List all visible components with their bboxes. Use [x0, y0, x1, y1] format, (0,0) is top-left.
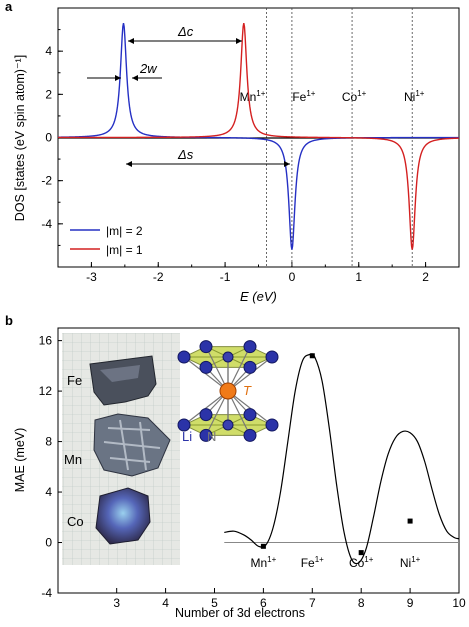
a-xtick-label: -2	[153, 270, 164, 284]
structure-li-atom	[177, 350, 191, 364]
panel-b-y-axis-label: MAE (meV)	[13, 428, 27, 493]
a-ytick-label: 4	[45, 44, 52, 58]
panel-b-x-axis-label: Number of 3d electrons	[175, 606, 305, 620]
a-reference-label: Fe1+	[292, 89, 315, 104]
b-xtick-label: 10	[452, 596, 466, 610]
legend-label-m2: |m| = 2	[106, 224, 143, 238]
structure-n-atom	[222, 351, 234, 363]
panel-b-label: b	[5, 313, 13, 328]
structure-li-atom	[199, 340, 213, 354]
two-w-arrowhead-right	[132, 75, 138, 81]
b-point-label: Mn1+	[250, 555, 276, 570]
structure-li-atom	[243, 340, 257, 354]
panel-b-axes: 3 4 5 6 7 8 9 10 -4 0 4 8 12 16	[39, 334, 466, 610]
structure-li-atom	[199, 408, 213, 422]
mn-crystal-texture	[103, 419, 161, 471]
delta-c-label: Δc	[177, 24, 194, 39]
b-xtick-label: 7	[309, 596, 316, 610]
a-reference-label: Co1+	[342, 89, 367, 104]
structure-bond	[183, 356, 229, 392]
b-data-point	[358, 550, 364, 556]
b-point-label: Co1+	[349, 555, 374, 570]
a-ytick-label: -4	[41, 217, 52, 231]
b-xtick-label: 6	[260, 596, 267, 610]
panel-a-y-axis-label: DOS [states (eV spin atom)⁻¹]	[13, 55, 27, 221]
panel-b-points: Mn1+ Fe1+ Co1+ Ni1+	[250, 353, 421, 570]
panel-a-curves	[57, 23, 460, 250]
a-reference-label: Mn1+	[240, 89, 266, 104]
b-ytick-label: 4	[45, 485, 52, 499]
structure-li-atom	[177, 418, 191, 432]
b-point-label: Ni1+	[400, 555, 421, 570]
panel-b-curve	[224, 353, 460, 565]
a-series-line	[58, 23, 460, 250]
panel-b-plot-frame	[57, 327, 460, 594]
b-xtick-label: 3	[113, 596, 120, 610]
b-data-point	[407, 518, 413, 524]
structure-li-atom	[199, 360, 213, 374]
panel-a-legend: |m| = 2 |m| = 1	[70, 224, 143, 257]
a-ytick-label: -2	[41, 174, 52, 188]
photo-label-co: Co	[67, 514, 84, 529]
a-xtick-label: 1	[355, 270, 362, 284]
structure-label-li: Li	[182, 429, 192, 444]
photo-label-fe: Fe	[67, 373, 82, 388]
panel-a-axes: -3 -2 -1 0 1 2 -4 -2 0 2 4	[41, 7, 460, 284]
b-ytick-label: -4	[41, 586, 52, 600]
b-ytick-label: 16	[39, 334, 53, 348]
crystal-structure-icon: T Li N	[177, 340, 279, 444]
structure-bond	[227, 356, 273, 392]
a-ytick-label: 0	[45, 131, 52, 145]
a-ytick-label: 2	[45, 87, 52, 101]
structure-label-n: N	[207, 429, 216, 444]
a-series-line	[57, 23, 459, 250]
legend-label-m1: |m| = 1	[106, 243, 143, 257]
structure-li-atom	[243, 360, 257, 374]
b-xtick-label: 4	[162, 596, 169, 610]
b-curve-line	[224, 353, 460, 565]
structure-li-atom	[199, 428, 213, 442]
a-xtick-label: -1	[220, 270, 231, 284]
b-ytick-label: 8	[45, 435, 52, 449]
b-xtick-label: 5	[211, 596, 218, 610]
b-xtick-label: 9	[407, 596, 414, 610]
structure-n-atom	[222, 419, 234, 431]
structure-bond	[227, 390, 273, 426]
co-crystal	[95, 487, 151, 545]
structure-t-atom	[219, 382, 237, 400]
fe-crystal-highlight	[100, 365, 140, 382]
delta-s-label: Δs	[177, 147, 194, 162]
a-xtick-label: 2	[422, 270, 429, 284]
structure-li-atom	[265, 350, 279, 364]
panel-a-x-axis-label: E (eV)	[240, 289, 277, 304]
a-xtick-label: 0	[289, 270, 296, 284]
two-w-arrowhead-left	[115, 75, 121, 81]
panel-a-label: a	[5, 0, 13, 14]
panel-a-annotations: Δc 2w Δs	[87, 24, 290, 167]
panel-a: a -3 -2 -1 0 1 2 -4 -2 0 2 4 Mn1+ Fe1+ Co1+ Ni1+ Δc 2…	[5, 0, 460, 304]
b-data-point	[309, 353, 315, 359]
b-point-label: Fe1+	[301, 555, 324, 570]
structure-li-atom	[265, 418, 279, 432]
b-xtick-label: 8	[358, 596, 365, 610]
structure-bond	[183, 390, 229, 426]
crystal-photo: Fe Mn Co	[62, 333, 180, 565]
b-ytick-label: 12	[39, 384, 53, 398]
b-ytick-label: 0	[45, 536, 52, 550]
structure-li-atom	[243, 428, 257, 442]
panel-b: b 3 4 5 6 7 8 9 10 -4 0 4 8 12 16 Fe	[5, 313, 466, 620]
a-reference-label: Ni1+	[404, 89, 425, 104]
a-xtick-label: -3	[86, 270, 97, 284]
structure-label-t: T	[243, 383, 252, 398]
photo-label-mn: Mn	[64, 452, 82, 467]
b-data-point	[260, 543, 266, 549]
two-w-label: 2w	[139, 61, 158, 76]
structure-li-atom	[243, 408, 257, 422]
